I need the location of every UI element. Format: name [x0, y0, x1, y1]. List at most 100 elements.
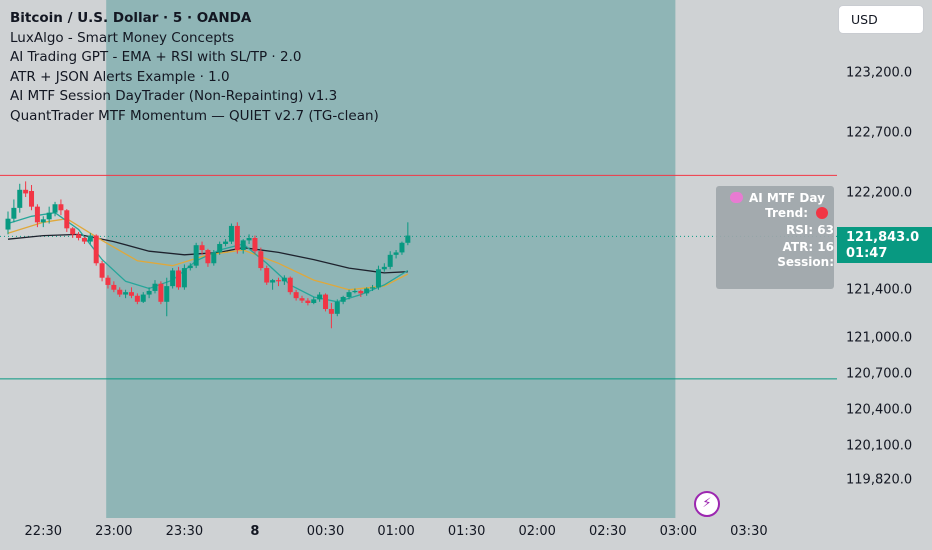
candle — [29, 184, 35, 211]
bolt-icon[interactable]: ⚡ — [694, 491, 720, 517]
candle — [358, 289, 364, 297]
candle — [393, 250, 399, 259]
candle — [158, 281, 164, 305]
info-trend-row: Trend: — [765, 206, 832, 220]
candle — [81, 236, 87, 244]
candle — [205, 248, 211, 267]
candle — [375, 265, 381, 290]
time-tick-label: 23:30 — [165, 524, 204, 539]
price-tick-label: 120,700.0 — [846, 366, 913, 382]
candle — [346, 289, 352, 300]
candle — [240, 239, 246, 254]
candle — [11, 199, 17, 223]
candle — [311, 296, 317, 305]
candle — [234, 222, 240, 254]
candle — [328, 302, 334, 329]
candle — [334, 299, 340, 317]
candle — [70, 227, 76, 238]
candle — [405, 222, 411, 246]
candle — [264, 265, 270, 285]
candle — [87, 233, 93, 244]
candle — [281, 275, 287, 285]
candle — [387, 251, 393, 270]
candle — [340, 295, 346, 305]
candle — [52, 201, 58, 217]
time-tick-label: 22:30 — [24, 524, 62, 539]
candle — [181, 264, 187, 290]
candle — [217, 241, 223, 255]
candle — [34, 204, 40, 228]
candle — [23, 181, 29, 198]
candle — [228, 223, 234, 244]
candle — [364, 287, 370, 296]
candle — [40, 216, 46, 228]
time-tick-label: 02:00 — [518, 524, 556, 539]
candle — [134, 293, 140, 305]
candle — [76, 231, 82, 241]
time-tick-label: 00:30 — [306, 524, 345, 539]
candles-layer — [5, 181, 411, 329]
price-tick-label: 123,200.0 — [846, 65, 913, 81]
info-atr: ATR: 16 — [782, 240, 834, 254]
indicator-ai-trading-gpt[interactable]: AI Trading GPT - EMA + RSI with SL/TP · … — [10, 49, 302, 66]
candle — [370, 284, 376, 291]
candle — [223, 239, 229, 247]
candle — [187, 263, 193, 271]
candle — [275, 277, 281, 287]
candle — [123, 289, 129, 299]
indicator-ai-mtf-session[interactable]: AI MTF Session DayTrader (Non-Repainting… — [10, 88, 338, 105]
time-tick-label: 8 — [250, 524, 260, 539]
ai-mtf-info-panel: AI MTF Day Trend: RSI: 63 ATR: 16 Sessio… — [716, 186, 834, 289]
candle — [287, 276, 293, 295]
candle — [111, 281, 117, 293]
time-tick-label: 02:30 — [589, 524, 627, 539]
price-tick-label: 120,100.0 — [846, 438, 913, 454]
candle — [193, 242, 199, 269]
bar-countdown: 01:47 — [846, 246, 888, 261]
info-panel-title: AI MTF Day — [730, 191, 825, 205]
time-tick-label: 23:00 — [95, 524, 133, 539]
currency-button[interactable]: USD — [838, 5, 924, 34]
info-rsi: RSI: 63 — [785, 223, 834, 237]
candle — [17, 183, 23, 213]
candle — [170, 268, 176, 289]
candle — [64, 209, 70, 232]
candle — [117, 287, 123, 297]
indicator-atr-json[interactable]: ATR + JSON Alerts Example · 1.0 — [10, 68, 230, 85]
candle — [270, 278, 276, 290]
candle — [176, 266, 182, 290]
candle — [246, 234, 252, 244]
candle — [140, 292, 146, 303]
price-tick-label: 119,820.0 — [846, 472, 913, 488]
candle — [5, 211, 11, 235]
candle — [128, 287, 134, 299]
last-price-tag: 121,843.0 01:47 — [837, 227, 932, 263]
symbol-title[interactable]: Bitcoin / U.S. Dollar · 5 · OANDA — [10, 10, 252, 26]
candle — [399, 241, 405, 255]
time-tick-label: 03:30 — [730, 524, 768, 539]
candle — [317, 292, 323, 302]
indicator-smc[interactable]: LuxAlgo - Smart Money Concepts — [10, 29, 235, 46]
info-session: Session: — [777, 255, 834, 269]
candle — [252, 235, 258, 254]
candle — [93, 234, 99, 266]
brain-icon — [730, 192, 743, 203]
candle — [146, 287, 152, 299]
candle — [152, 280, 158, 294]
candle — [46, 206, 52, 224]
price-tick-label: 121,000.0 — [846, 330, 913, 346]
price-tick-label: 122,200.0 — [846, 185, 913, 201]
time-tick-label: 01:00 — [377, 524, 415, 539]
candle — [99, 260, 105, 282]
time-tick-label: 03:00 — [659, 524, 698, 539]
price-tick-label: 121,400.0 — [846, 282, 913, 298]
candle — [305, 298, 311, 306]
candle — [164, 277, 170, 317]
candle — [105, 275, 111, 289]
last-price-value: 121,843.0 — [846, 230, 920, 245]
indicator-quanttrader[interactable]: QuantTrader MTF Momentum — QUIET v2.7 (T… — [10, 107, 379, 124]
chart-legend: Bitcoin / U.S. Dollar · 5 · OANDA LuxAlg… — [10, 9, 379, 127]
candle — [293, 289, 299, 301]
candle — [211, 250, 217, 266]
